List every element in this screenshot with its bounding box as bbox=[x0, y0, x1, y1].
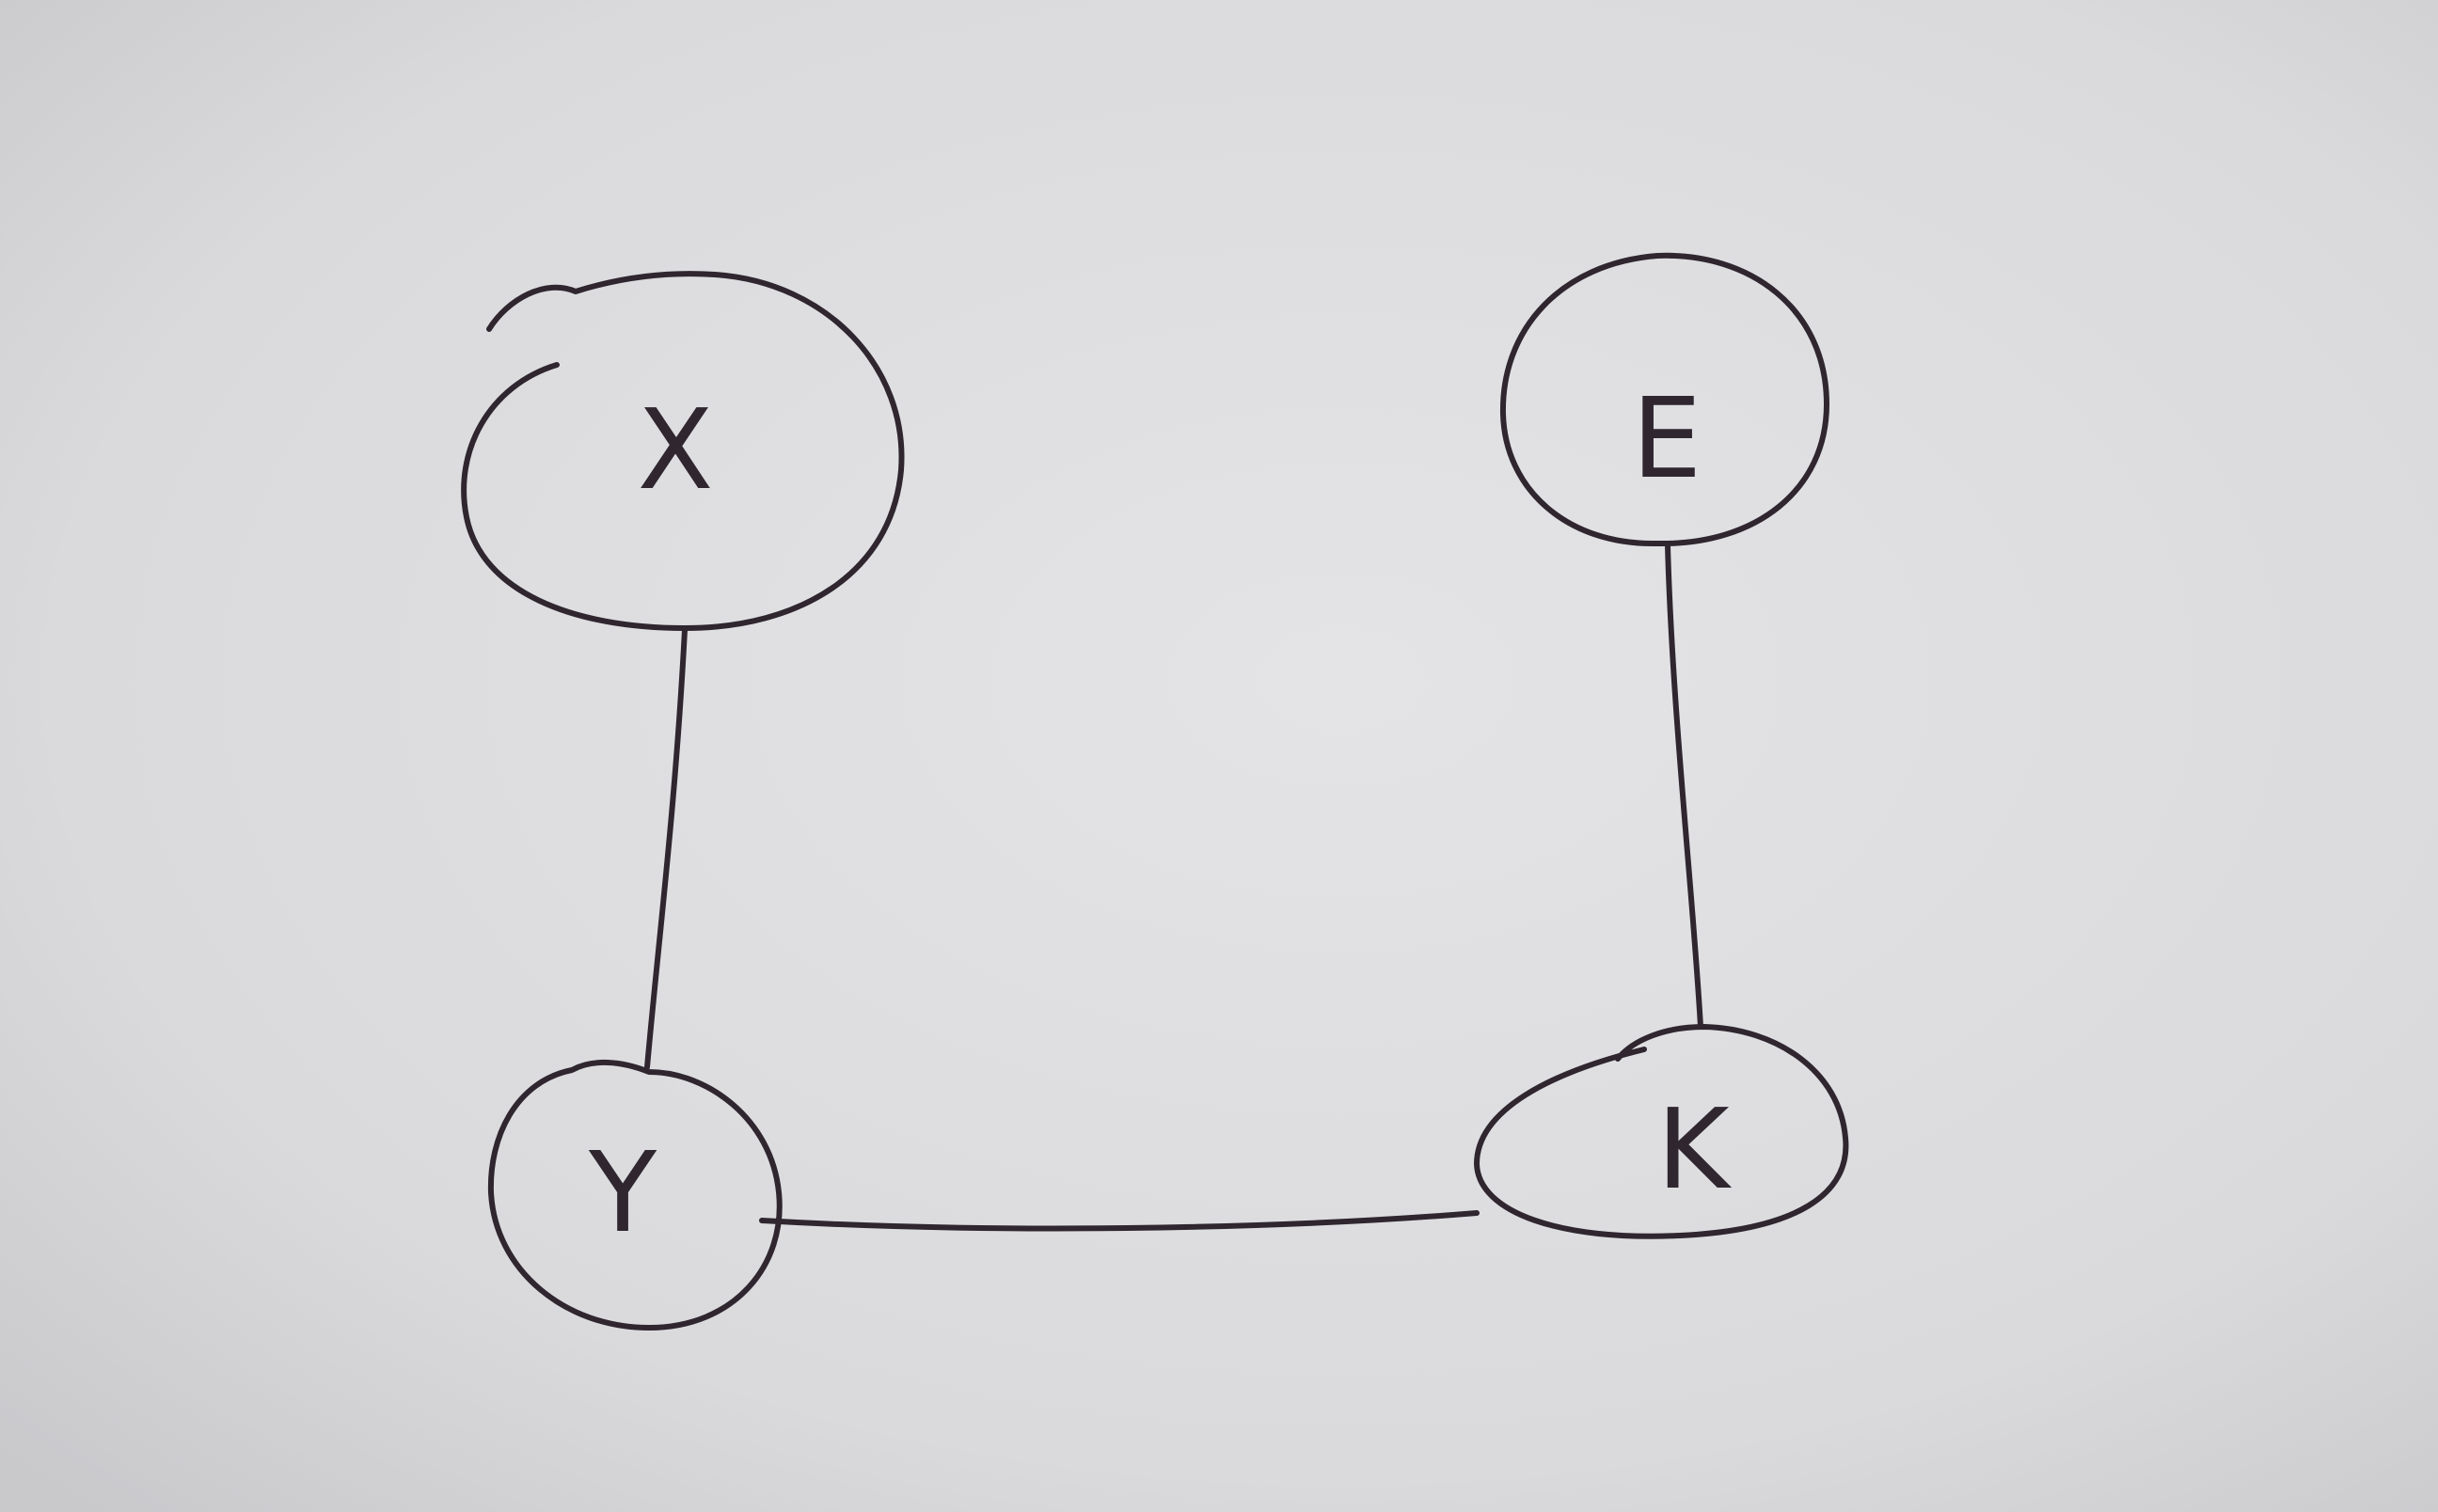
node-label-x: X bbox=[638, 385, 714, 514]
edge-y-k bbox=[759, 1210, 1480, 1232]
edge-e-k bbox=[1665, 543, 1703, 1030]
edge-x-y bbox=[644, 627, 688, 1070]
node-label-k: K bbox=[1656, 1084, 1732, 1214]
node-e: E bbox=[1499, 252, 1829, 547]
edges bbox=[644, 543, 1703, 1232]
node-label-e: E bbox=[1632, 373, 1702, 503]
node-label-y: Y bbox=[588, 1127, 657, 1257]
node-x-outline bbox=[461, 271, 905, 631]
node-y-outline bbox=[487, 1060, 783, 1331]
node-k: K bbox=[1474, 1024, 1849, 1239]
node-k-outline bbox=[1474, 1024, 1849, 1239]
node-e-outline bbox=[1499, 252, 1829, 547]
node-y: Y bbox=[487, 1060, 783, 1331]
node-x: X bbox=[461, 271, 905, 631]
